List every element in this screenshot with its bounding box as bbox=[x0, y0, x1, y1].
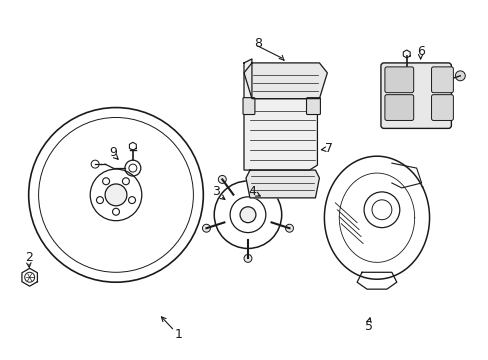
Text: 5: 5 bbox=[364, 320, 372, 333]
FancyBboxPatch shape bbox=[384, 67, 413, 93]
FancyBboxPatch shape bbox=[384, 95, 413, 121]
Circle shape bbox=[240, 207, 255, 223]
Circle shape bbox=[218, 175, 226, 183]
Circle shape bbox=[202, 224, 210, 232]
FancyBboxPatch shape bbox=[431, 67, 452, 93]
Circle shape bbox=[129, 164, 137, 172]
Text: 9: 9 bbox=[109, 146, 117, 159]
Text: 8: 8 bbox=[253, 37, 262, 50]
Circle shape bbox=[244, 255, 251, 262]
FancyBboxPatch shape bbox=[243, 98, 254, 114]
Circle shape bbox=[269, 175, 277, 183]
Text: 3: 3 bbox=[212, 185, 220, 198]
Polygon shape bbox=[245, 170, 319, 198]
Text: 6: 6 bbox=[416, 45, 424, 58]
Text: 7: 7 bbox=[325, 142, 333, 155]
Text: 2: 2 bbox=[25, 251, 33, 264]
FancyBboxPatch shape bbox=[431, 95, 452, 121]
Circle shape bbox=[91, 160, 99, 168]
Circle shape bbox=[371, 200, 391, 220]
Circle shape bbox=[105, 184, 127, 206]
Circle shape bbox=[285, 224, 293, 232]
Circle shape bbox=[454, 71, 464, 81]
Text: 1: 1 bbox=[174, 328, 182, 341]
FancyBboxPatch shape bbox=[306, 98, 320, 114]
FancyBboxPatch shape bbox=[380, 63, 450, 129]
Text: 4: 4 bbox=[247, 185, 255, 198]
Polygon shape bbox=[244, 63, 326, 99]
Polygon shape bbox=[244, 59, 317, 170]
